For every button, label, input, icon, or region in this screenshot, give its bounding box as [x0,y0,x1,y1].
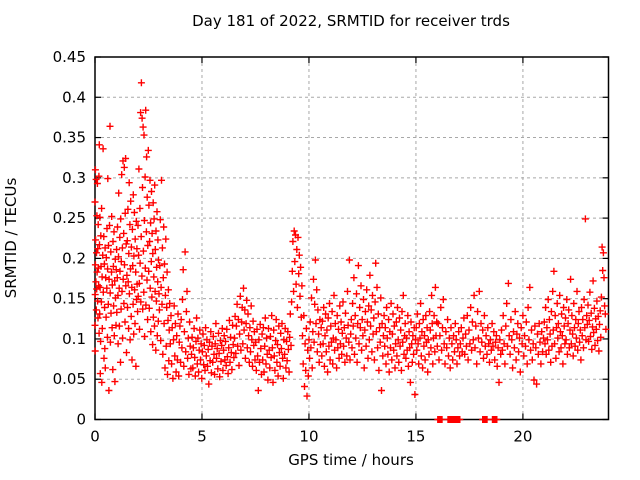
y-tick-label: 0.35 [53,129,86,147]
y-tick-label: 0.25 [53,209,86,227]
x-axis-label: GPS time / hours [288,451,414,469]
y-tick-label: 0 [76,411,86,429]
y-axis-label: SRMTID / TECUs [2,178,20,299]
x-tick-labels: 0 5 10 15 20 [90,428,532,446]
x-tick-label: 5 [197,428,207,446]
chart-title: Day 181 of 2022, SRMTID for receiver trd… [192,12,510,30]
y-tick-label: 0.15 [53,290,86,308]
x-tick-label: 10 [299,428,318,446]
x-tick-label: 15 [406,428,425,446]
y-tick-label: 0.2 [62,249,86,267]
y-tick-labels: 0 0.05 0.1 0.15 0.2 0.25 0.3 0.35 0.4 0.45 [53,48,86,429]
y-tick-label: 0.3 [62,169,86,187]
y-tick-label: 0.05 [53,370,86,388]
y-tick-label: 0.4 [62,88,86,106]
x-tick-label: 20 [513,428,532,446]
data-points-srmtid [91,79,610,423]
x-tick-label: 0 [90,428,100,446]
y-tick-label: 0.45 [53,48,86,66]
y-tick-label: 0.1 [62,330,86,348]
